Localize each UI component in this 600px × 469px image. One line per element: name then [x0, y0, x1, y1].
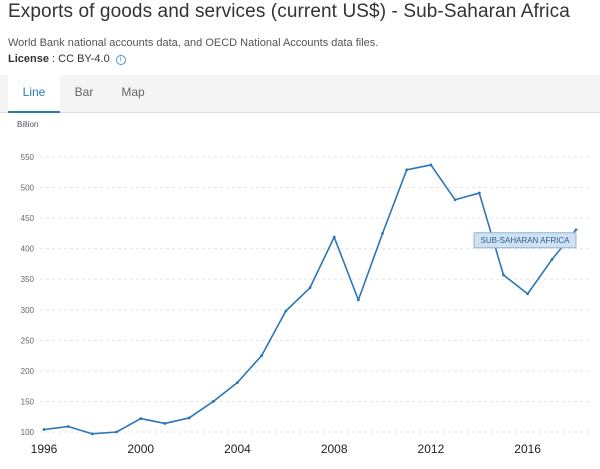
data-point — [211, 400, 215, 403]
y-tick-label: 250 — [21, 336, 35, 345]
data-point — [381, 231, 384, 235]
data-point — [42, 428, 46, 431]
license-label: License — [8, 53, 49, 65]
data-point — [477, 191, 481, 195]
data-point — [236, 381, 239, 384]
data-point — [526, 292, 530, 296]
data-point — [163, 422, 167, 425]
source-note: World Bank national accounts data, and O… — [8, 37, 379, 49]
data-point — [187, 416, 191, 420]
data-point — [405, 168, 409, 172]
data-point — [356, 298, 360, 302]
x-tick-label: 2012 — [418, 442, 445, 456]
tab-map[interactable]: Map — [121, 85, 145, 99]
data-point — [332, 235, 336, 239]
chart-area: Billion 100 150 200 250 300 350 400 450 500 550 199… — [0, 112, 600, 464]
y-tick-label: 100 — [21, 428, 35, 437]
x-tick-label: 2004 — [224, 442, 251, 456]
series-tooltip-label: SUB-SAHARAN AFRICA — [481, 236, 571, 245]
license-value: : CC BY-4.0 — [48, 53, 110, 65]
y-tick-label: 200 — [21, 367, 35, 376]
x-tick-label: 1996 — [31, 442, 58, 456]
x-tick-label: 2016 — [514, 442, 541, 456]
series-tooltip — [473, 232, 577, 249]
data-point — [453, 198, 457, 202]
info-icon[interactable]: i — [115, 55, 126, 65]
data-point — [574, 228, 578, 232]
data-point — [429, 163, 433, 167]
chart-type-tabs: Line Bar Map — [0, 75, 600, 113]
page-title: Exports of goods and services (current U… — [8, 1, 570, 22]
data-point — [115, 430, 118, 434]
data-point — [66, 425, 70, 428]
license-row: License : CC BY-4.0 i — [8, 53, 126, 65]
data-point — [90, 432, 94, 436]
tab-bar[interactable]: Bar — [74, 85, 94, 99]
data-point — [308, 286, 312, 290]
data-point — [260, 354, 264, 358]
y-tick-label: 550 — [21, 153, 35, 162]
x-tick-label: 2008 — [321, 442, 348, 456]
y-tick-label: 150 — [21, 397, 35, 406]
y-tick-label: 400 — [21, 245, 35, 254]
x-tick-label: 2000 — [127, 442, 154, 456]
y-tick-label: 500 — [21, 184, 35, 193]
y-tick-label: 350 — [21, 275, 35, 284]
data-point — [502, 273, 505, 277]
data-point — [550, 258, 554, 262]
series-line — [43, 164, 577, 435]
y-axis-label: Billion — [17, 120, 38, 129]
line-chart: Billion 100 150 200 250 300 350 400 450 500 550 199… — [17, 120, 590, 456]
data-point — [284, 309, 288, 313]
tab-line[interactable]: Line — [8, 75, 60, 113]
y-tick-label: 300 — [21, 306, 35, 315]
data-point — [139, 417, 143, 420]
y-tick-label: 450 — [21, 214, 35, 223]
